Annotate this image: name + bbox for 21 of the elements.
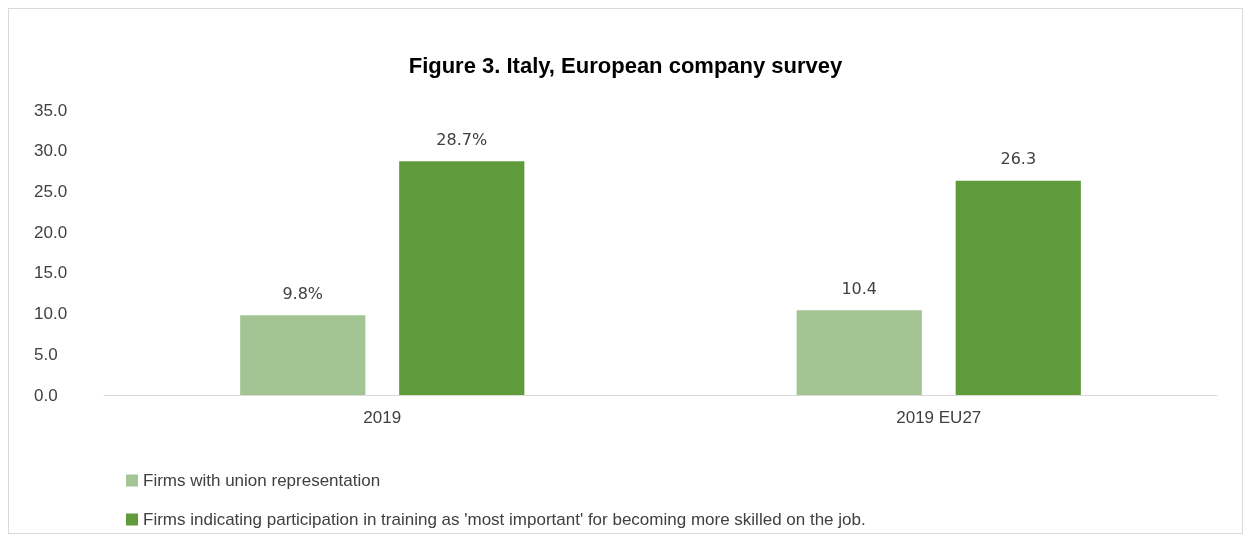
y-tick-label: 10.0 bbox=[34, 304, 68, 324]
chart-title: Figure 3. Italy, European company survey bbox=[408, 52, 844, 78]
data-label: 26.3 bbox=[1000, 149, 1037, 169]
legend-label: Firms indicating participation in training as 'most important' for becoming more skilled on the job. bbox=[143, 510, 866, 529]
data-label: 9.8% bbox=[282, 283, 324, 303]
y-tick-label: 25.0 bbox=[34, 181, 68, 201]
data-label: 10.4 bbox=[841, 278, 878, 298]
y-tick-label: 20.0 bbox=[34, 222, 68, 242]
y-tick-label: 15.0 bbox=[34, 263, 68, 283]
legend-label: Firms with union representation bbox=[143, 471, 381, 490]
bar bbox=[955, 180, 1081, 395]
y-tick-label: 5.0 bbox=[34, 344, 58, 364]
x-tick-label: 2019 EU27 bbox=[896, 408, 982, 427]
bar bbox=[796, 310, 922, 395]
y-tick-label: 30.0 bbox=[34, 141, 68, 161]
data-label: 28.7% bbox=[436, 129, 488, 149]
x-tick-label: 2019 bbox=[363, 408, 402, 427]
bar bbox=[399, 161, 525, 395]
y-tick-label: 35.0 bbox=[34, 100, 68, 120]
y-tick-label: 0.0 bbox=[34, 385, 58, 405]
bar bbox=[240, 315, 366, 395]
